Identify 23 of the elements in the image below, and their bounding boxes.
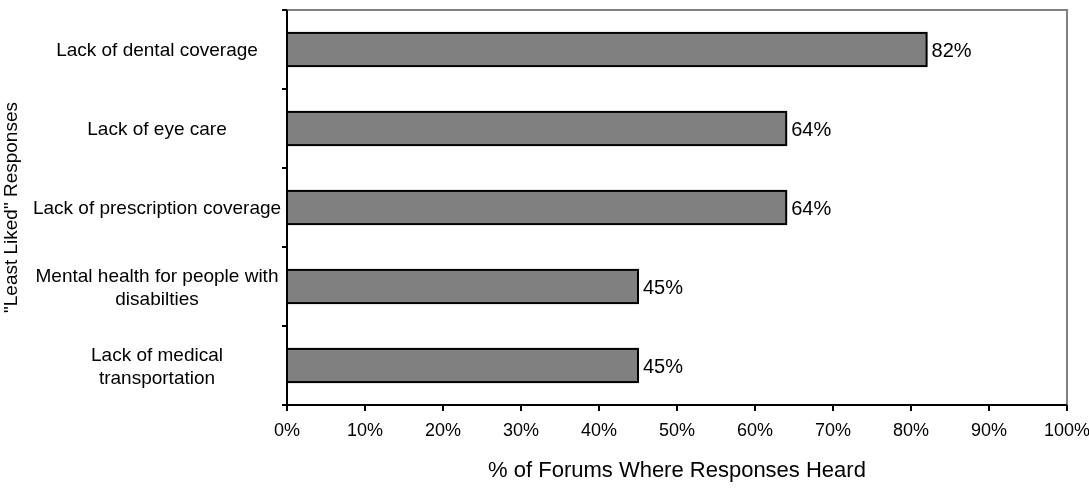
x-tick-label: 90% — [970, 420, 1008, 440]
x-tick-label: 40% — [580, 420, 618, 440]
y-tick-label: Lack of eye care — [87, 118, 227, 140]
y-tick-label: Lack of medical transportation — [90, 343, 224, 388]
data-label: 82% — [931, 38, 972, 61]
y-tick-label: Lack of dental coverage — [56, 39, 258, 61]
x-axis-title: % of Forums Where Responses Heard — [488, 457, 866, 482]
data-label: 45% — [643, 275, 684, 298]
x-tick-label: 100% — [1043, 420, 1089, 440]
y-tick-label: Mental health for people with disabilties — [35, 264, 279, 309]
data-label: 64% — [791, 117, 832, 140]
y-tick-label: Lack of prescription coverage — [32, 197, 282, 219]
x-tick-label: 50% — [658, 420, 696, 440]
data-label: 45% — [643, 354, 684, 377]
x-tick-label: 70% — [814, 420, 852, 440]
x-tick-label: 60% — [736, 420, 774, 440]
x-tick-label: 30% — [502, 420, 540, 440]
x-tick-label: 0% — [273, 420, 301, 440]
data-label: 64% — [791, 196, 832, 219]
x-tick-label: 10% — [346, 420, 384, 440]
x-tick-label: 20% — [424, 420, 462, 440]
x-tick-label: 80% — [892, 420, 930, 440]
y-axis-title: "Least Liked" Responses — [0, 101, 21, 314]
